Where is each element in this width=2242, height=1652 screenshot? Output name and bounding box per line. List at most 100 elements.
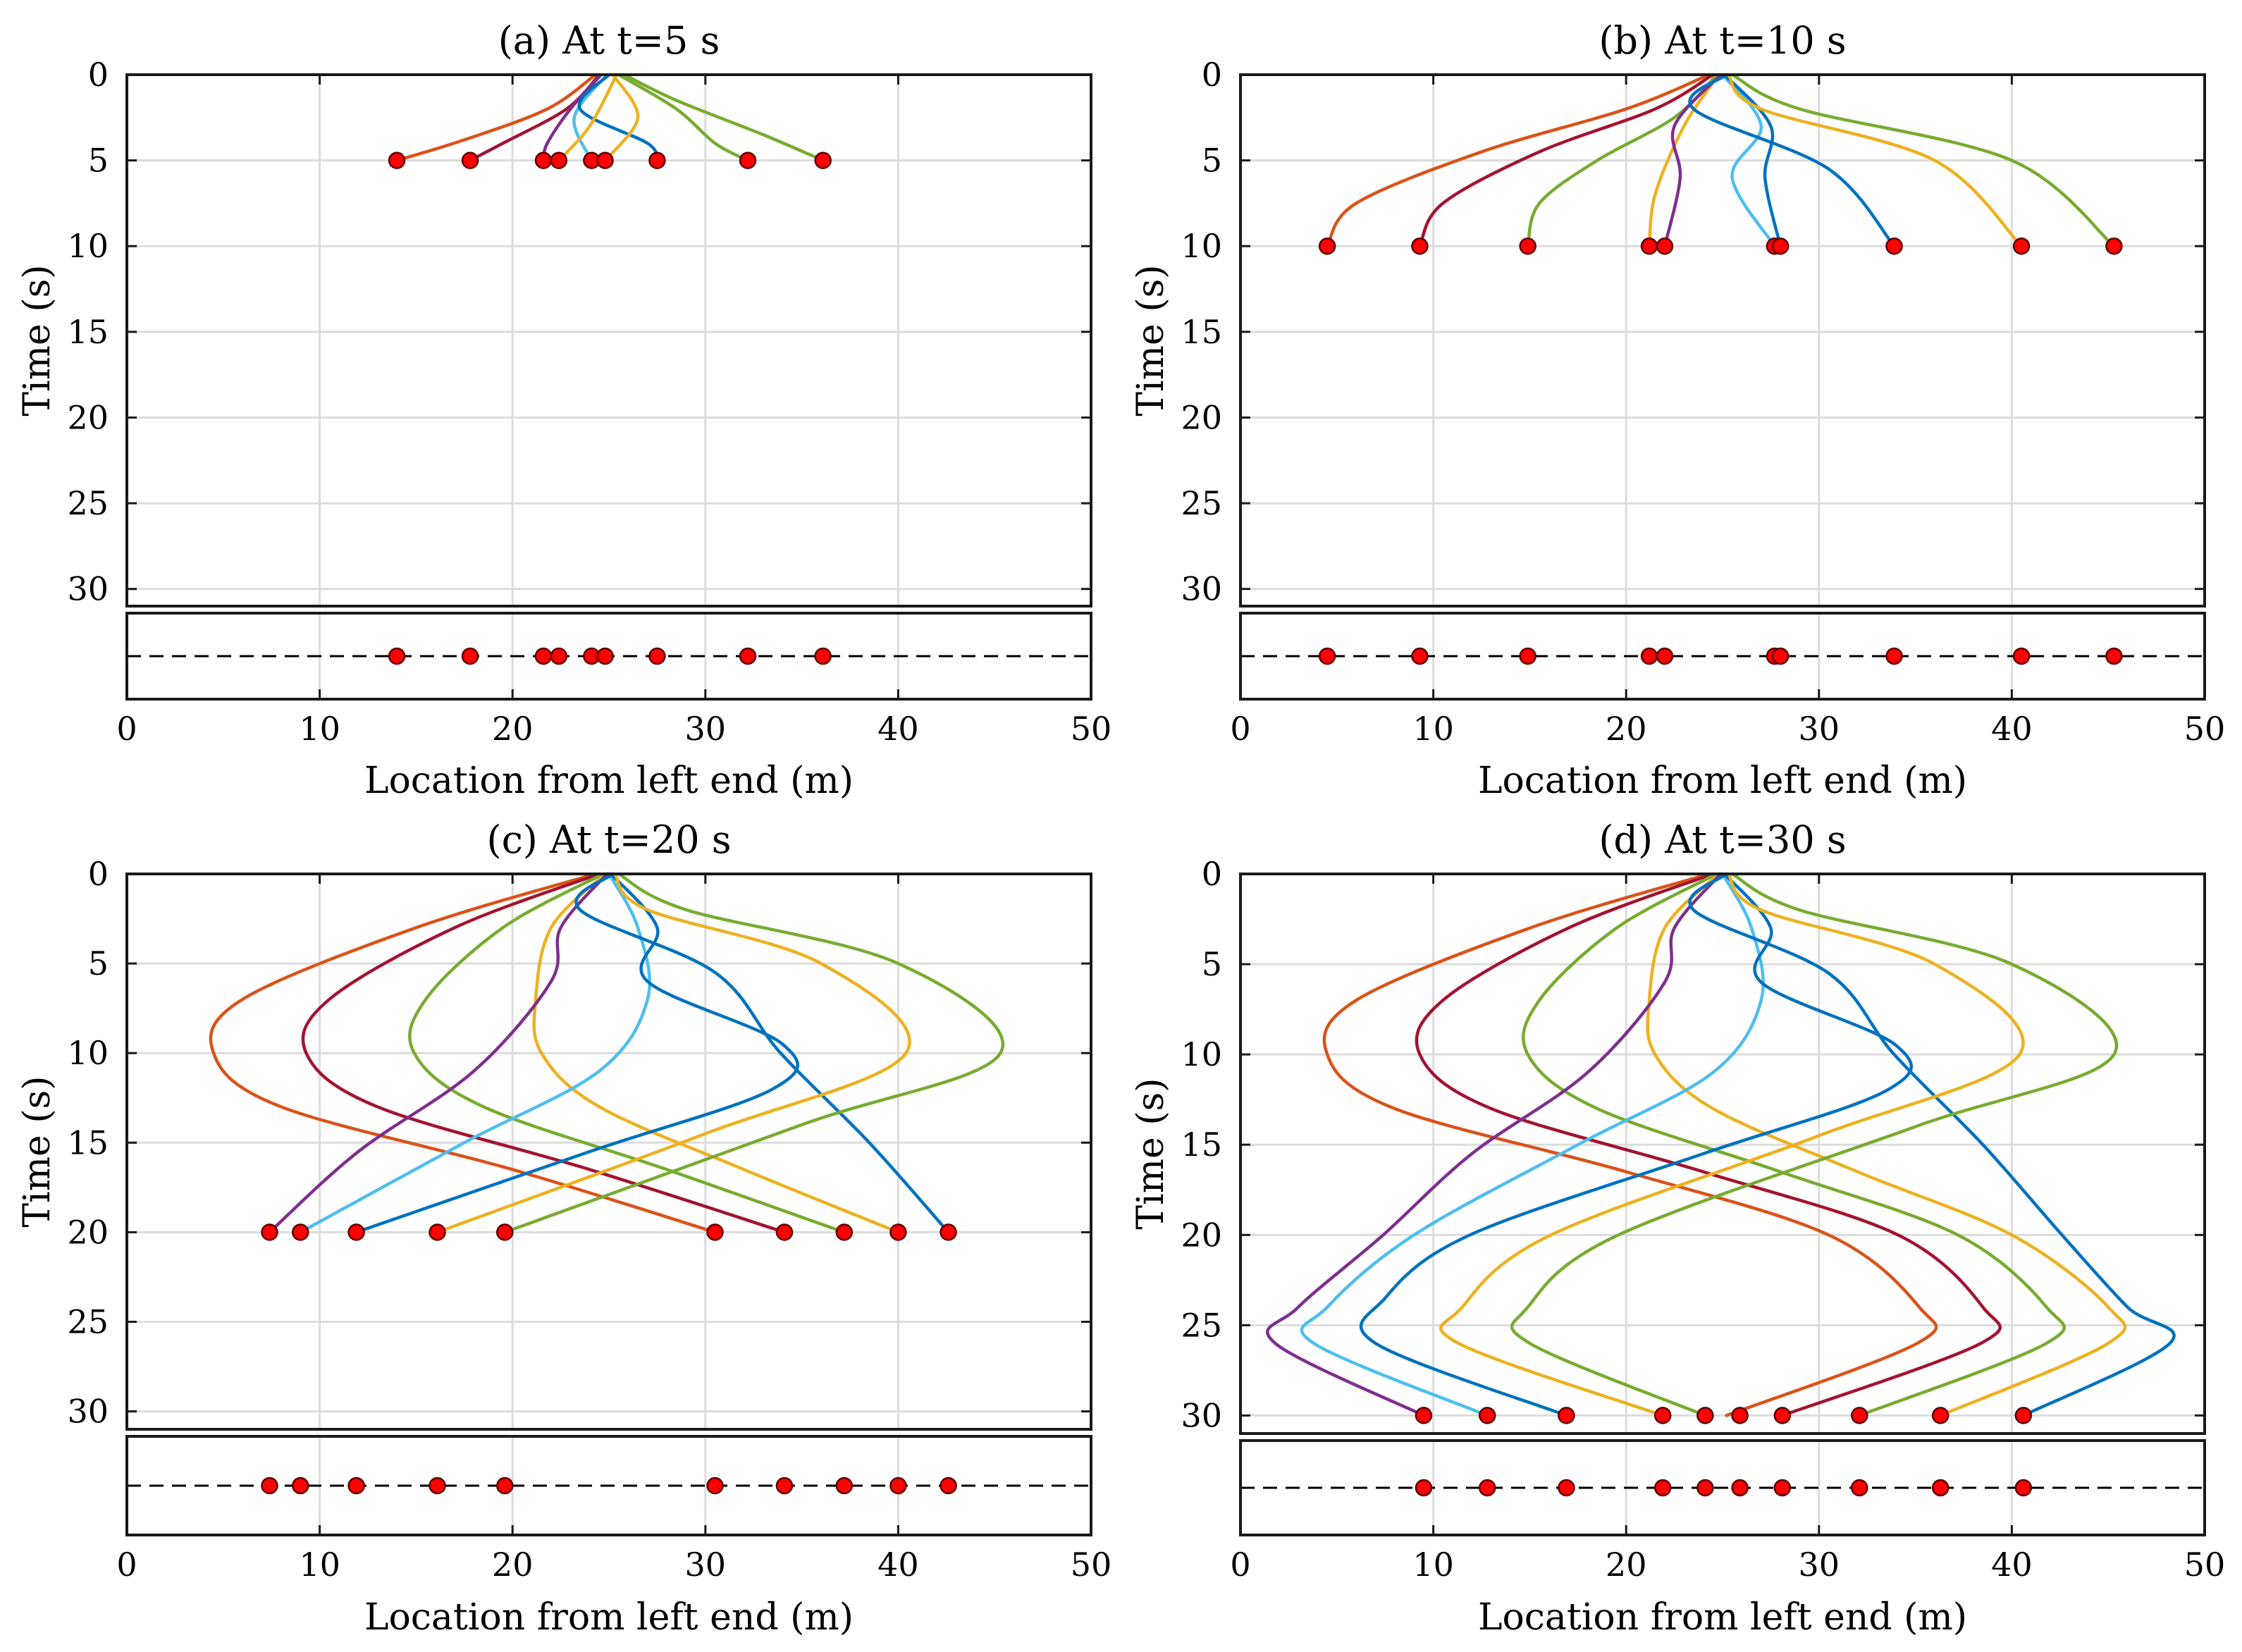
- position-marker: [739, 152, 757, 169]
- x-tick-label: 40: [1991, 710, 2033, 748]
- strip-marker: [2105, 647, 2123, 665]
- strip-marker: [706, 1477, 724, 1495]
- position-marker: [1318, 237, 1336, 255]
- y-tick-label: 10: [67, 227, 109, 265]
- strip-marker: [1885, 647, 1903, 665]
- panel-a: (a) At t=5 s 0 5 10 15 20 25 30 0 10 20 30 40 50 Locat…: [16, 18, 1111, 802]
- strip-axes-frame: [125, 612, 1092, 701]
- series-line-yellow2: [1726, 73, 2024, 248]
- series-line-purple: [1663, 73, 1723, 248]
- series-line-blue2: [1688, 872, 2176, 1417]
- position-marker: [1771, 237, 1790, 255]
- series-line-blue: [1723, 73, 1782, 248]
- x-tick-label: 40: [1991, 1546, 2033, 1584]
- panel-title: (b) At t=10 s: [1599, 18, 1846, 63]
- strip-marker: [1640, 647, 1658, 665]
- position-marker: [261, 1223, 278, 1241]
- series-line-green: [1521, 872, 2066, 1417]
- panel-c: (c) At t=20 s 0 5 10 15 20 25 30 0 10 20 30 40 50 Loca…: [16, 818, 1111, 1639]
- series-line-crimson: [1415, 872, 2002, 1417]
- x-tick-label: 10: [299, 710, 340, 748]
- series-line-blue2: [1688, 73, 1896, 248]
- x-axis-label: Location from left end (m): [364, 1596, 854, 1639]
- strip-marker: [1415, 1479, 1433, 1497]
- strip-axes-frame: [125, 1435, 1092, 1536]
- strip-marker: [496, 1477, 514, 1495]
- y-tick-label: 0: [1202, 855, 1222, 893]
- series-line-yellow2: [557, 73, 619, 162]
- position-marker: [1931, 1407, 1950, 1424]
- x-axis-label: Location from left end (m): [1478, 1596, 1967, 1639]
- panel-b: (b) At t=10 s 0 5 10 15 20 25 30 0 10 20 30 40 50 Loca…: [1130, 18, 2225, 802]
- x-tick-label: 40: [877, 710, 919, 748]
- series-line-cyan: [298, 872, 651, 1234]
- position-marker: [534, 152, 553, 169]
- main-axes-frame: [125, 73, 1092, 608]
- position-marker: [1415, 1407, 1433, 1424]
- strip-marker: [261, 1477, 278, 1495]
- x-tick-label: 50: [1071, 1546, 1112, 1584]
- x-tick-label: 30: [685, 1546, 727, 1584]
- series-line-purple: [1266, 872, 1723, 1417]
- position-marker: [835, 1223, 854, 1241]
- strip-marker: [1519, 647, 1536, 665]
- y-tick-label: 15: [67, 313, 109, 351]
- strip-marker: [1653, 1479, 1672, 1497]
- main-axes-frame: [125, 873, 1092, 1431]
- y-tick-label: 25: [67, 484, 109, 522]
- y-tick-label: 15: [1181, 313, 1222, 351]
- position-marker: [706, 1223, 724, 1241]
- main-axes-frame: [1239, 73, 2206, 608]
- series-line-yellow: [1647, 73, 1720, 248]
- series-line-blue2: [574, 872, 950, 1234]
- y-tick-label: 15: [1181, 1126, 1222, 1164]
- x-tick-label: 0: [1230, 710, 1250, 748]
- x-tick-label: 20: [492, 1546, 534, 1584]
- strip-marker: [550, 647, 568, 665]
- y-tick-label: 20: [67, 1213, 109, 1251]
- x-tick-label: 40: [877, 1546, 919, 1584]
- main-axes-frame: [1239, 873, 2206, 1435]
- position-marker: [1558, 1407, 1575, 1424]
- x-tick-label: 30: [685, 710, 727, 748]
- position-marker: [429, 1223, 446, 1241]
- strip-marker: [648, 647, 666, 665]
- x-tick-label: 0: [116, 1546, 137, 1584]
- series-line-green: [617, 73, 750, 162]
- series-line-orange: [209, 872, 717, 1234]
- x-tick-label: 10: [1412, 1546, 1454, 1584]
- y-tick-label: 30: [1181, 1396, 1222, 1434]
- x-tick-label: 20: [492, 710, 534, 748]
- strip-marker: [1656, 647, 1674, 665]
- y-tick-label: 20: [67, 398, 109, 436]
- x-tick-label: 10: [299, 1546, 340, 1584]
- strip-marker: [2012, 647, 2031, 665]
- x-tick-label: 20: [1606, 1546, 1647, 1584]
- panel-d: (d) At t=30 s 0 5 10 15 20 25 30 0 10 20 30 40 50 Loca…: [1130, 818, 2225, 1639]
- y-tick-label: 10: [1181, 227, 1222, 265]
- y-tick-label: 0: [1202, 56, 1222, 94]
- series-line-yellow2: [436, 872, 911, 1234]
- strip-marker: [2014, 1479, 2033, 1497]
- strip-marker: [1773, 1479, 1792, 1497]
- position-marker: [1773, 1407, 1792, 1424]
- panel-title: (a) At t=5 s: [498, 18, 720, 63]
- y-tick-label: 25: [1181, 484, 1222, 522]
- y-tick-label: 20: [1181, 1216, 1222, 1254]
- strip-marker: [775, 1477, 794, 1495]
- position-marker: [2105, 237, 2123, 255]
- position-marker: [2014, 1407, 2033, 1424]
- series-line-green2: [503, 872, 1005, 1234]
- y-tick-label: 30: [67, 1393, 109, 1431]
- series-line-orange: [395, 73, 598, 162]
- strip-marker: [889, 1477, 907, 1495]
- y-tick-label: 5: [88, 944, 109, 982]
- x-tick-label: 50: [2184, 710, 2226, 748]
- y-tick-label: 5: [1202, 945, 1222, 983]
- position-marker: [291, 1223, 309, 1241]
- position-marker: [814, 152, 832, 169]
- position-marker: [1640, 237, 1658, 255]
- panel-title: (c) At t=20 s: [487, 818, 732, 862]
- strip-marker: [596, 647, 614, 665]
